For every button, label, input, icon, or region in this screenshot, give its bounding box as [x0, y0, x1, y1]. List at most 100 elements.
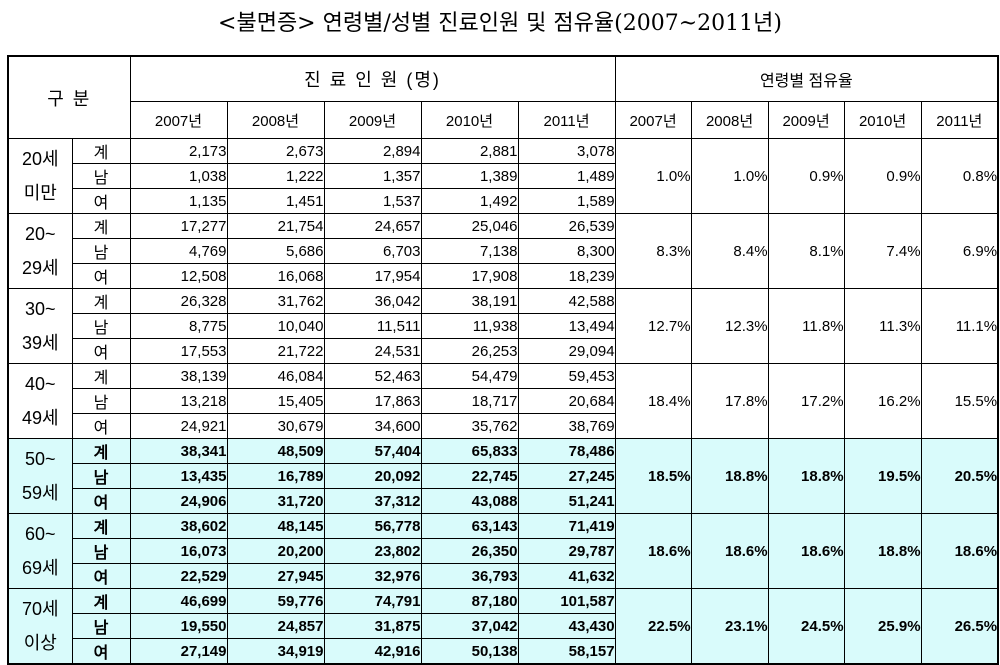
patient-count-cell: 20,092 [323, 463, 422, 489]
patient-count-cell: 78,486 [517, 438, 616, 464]
age-group-label-line2: 이상 [23, 633, 57, 653]
patient-count-cell: 42,916 [323, 638, 422, 665]
share-percent-cell: 0.8% [920, 138, 999, 214]
patient-count-cell: 52,463 [323, 363, 422, 389]
table-row: 20세 미만 계 2,173 2,673 2,894 2,881 3,078 1.0% 1.0% 0… [7, 138, 999, 214]
patient-count-cell: 34,919 [226, 638, 325, 665]
table-row: 70세 이상 계 46,699 59,776 74,791 87,180 101,587 22.… [7, 588, 999, 665]
patient-count-cell: 46,699 [129, 588, 228, 614]
age-group-label-line1: 50~ [24, 449, 56, 469]
patient-count-cell: 30,679 [226, 413, 325, 439]
year-header: 2008년 [226, 101, 325, 139]
patient-count-cell: 63,143 [420, 513, 519, 539]
patient-count-cell: 27,945 [226, 563, 325, 589]
table-row: 30~ 39세 계 26,328 31,762 36,042 38,191 42,588 12.… [7, 288, 999, 364]
age-group-label-line1: 20~ [24, 224, 56, 244]
patient-count-cell: 46,084 [226, 363, 325, 389]
patient-count-cell: 11,511 [323, 313, 422, 339]
share-percent-cell: 20.5% [920, 438, 999, 514]
patient-count-cell: 41,632 [517, 563, 616, 589]
patient-count-cell: 4,769 [129, 238, 228, 264]
patient-count-cell: 32,976 [323, 563, 422, 589]
sex-label-cell: 계 [71, 213, 131, 239]
age-group-label-line2: 49세 [21, 408, 59, 428]
sex-label-cell: 남 [71, 238, 131, 264]
patient-count-cell: 37,312 [323, 488, 422, 514]
patient-count-cell: 16,789 [226, 463, 325, 489]
patient-count-cell: 17,954 [323, 263, 422, 289]
share-percent-cell: 26.5% [920, 588, 999, 665]
share-percent-cell: 15.5% [920, 363, 999, 439]
patient-count-cell: 6,703 [323, 238, 422, 264]
patient-count-cell: 21,722 [226, 338, 325, 364]
patient-count-cell: 29,787 [517, 538, 616, 564]
patient-count-cell: 27,149 [129, 638, 228, 665]
patient-count-cell: 11,938 [420, 313, 519, 339]
patient-count-cell: 2,173 [129, 138, 228, 164]
share-percent-cell: 19.5% [843, 438, 922, 514]
share-percent-cell: 16.2% [843, 363, 922, 439]
share-percent-cell: 0.9% [843, 138, 922, 214]
age-group-cell: 30~ 39세 [7, 288, 73, 364]
share-percent-cell: 7.4% [843, 213, 922, 289]
age-group-cell: 60~ 69세 [7, 513, 73, 589]
age-group-cell: 70세 이상 [7, 588, 73, 665]
age-group-cell: 40~ 49세 [7, 363, 73, 439]
patient-count-cell: 1,589 [517, 188, 616, 214]
sex-label-cell: 여 [71, 413, 131, 439]
age-group-cell: 20세 미만 [7, 138, 73, 214]
patient-count-cell: 26,539 [517, 213, 616, 239]
patient-count-cell: 13,435 [129, 463, 228, 489]
share-percent-cell: 24.5% [767, 588, 845, 665]
share-percent-cell: 18.6% [690, 513, 769, 589]
patient-count-cell: 5,686 [226, 238, 325, 264]
patient-count-cell: 26,253 [420, 338, 519, 364]
table-row: 50~ 59세 계 38,341 48,509 57,404 65,833 78,486 18.… [7, 438, 999, 514]
table-row: 여 12,508 16,068 17,954 17,908 18,239 [8, 263, 998, 289]
patient-count-cell: 56,778 [323, 513, 422, 539]
share-percent-cell: 18.8% [767, 438, 845, 514]
patient-count-cell: 1,222 [226, 163, 325, 189]
share-percent-cell: 11.3% [843, 288, 922, 364]
patient-count-cell: 21,754 [226, 213, 325, 239]
patient-count-cell: 25,046 [420, 213, 519, 239]
age-group-label-line1: 60~ [24, 524, 56, 544]
patient-count-cell: 8,775 [129, 313, 228, 339]
share-percent-cell: 8.3% [614, 213, 692, 289]
patient-count-cell: 2,881 [420, 138, 519, 164]
patient-count-cell: 24,857 [226, 613, 325, 639]
patient-count-cell: 1,038 [129, 163, 228, 189]
age-group-label-line1: 20세 [21, 149, 59, 169]
patient-count-cell: 26,350 [420, 538, 519, 564]
table-row: 여 1,135 1,451 1,537 1,492 1,589 [8, 188, 998, 214]
table-row: 20~ 29세 계 17,277 21,754 24,657 25,046 26,539 8.3… [7, 213, 999, 289]
sex-label-cell: 계 [71, 363, 131, 389]
age-group-label-line1: 30~ [24, 299, 56, 319]
sex-label-cell: 여 [71, 638, 131, 665]
patient-count-cell: 8,300 [517, 238, 616, 264]
share-percent-cell: 18.8% [843, 513, 922, 589]
patient-count-cell: 65,833 [420, 438, 519, 464]
patient-count-cell: 36,042 [323, 288, 422, 314]
patient-count-cell: 13,218 [129, 388, 228, 414]
patient-count-cell: 3,078 [517, 138, 616, 164]
sex-label-cell: 여 [71, 563, 131, 589]
patient-count-cell: 74,791 [323, 588, 422, 614]
patient-count-cell: 48,145 [226, 513, 325, 539]
patient-count-cell: 7,138 [420, 238, 519, 264]
patient-count-cell: 48,509 [226, 438, 325, 464]
age-group-label-line2: 59세 [21, 483, 59, 503]
patient-count-cell: 13,494 [517, 313, 616, 339]
category-header: 구 분 [7, 55, 131, 139]
sex-label-cell: 남 [71, 163, 131, 189]
patient-count-cell: 17,277 [129, 213, 228, 239]
patient-count-cell: 23,802 [323, 538, 422, 564]
share-year-header: 2008년 [690, 101, 769, 139]
table-row: 남 13,435 16,789 20,092 22,745 27,245 [8, 463, 998, 489]
sex-label-cell: 여 [71, 263, 131, 289]
table-row: 남 4,769 5,686 6,703 7,138 8,300 [8, 238, 998, 264]
sex-label-cell: 계 [71, 288, 131, 314]
patient-count-cell: 31,720 [226, 488, 325, 514]
sex-label-cell: 여 [71, 188, 131, 214]
share-percent-cell: 11.1% [920, 288, 999, 364]
